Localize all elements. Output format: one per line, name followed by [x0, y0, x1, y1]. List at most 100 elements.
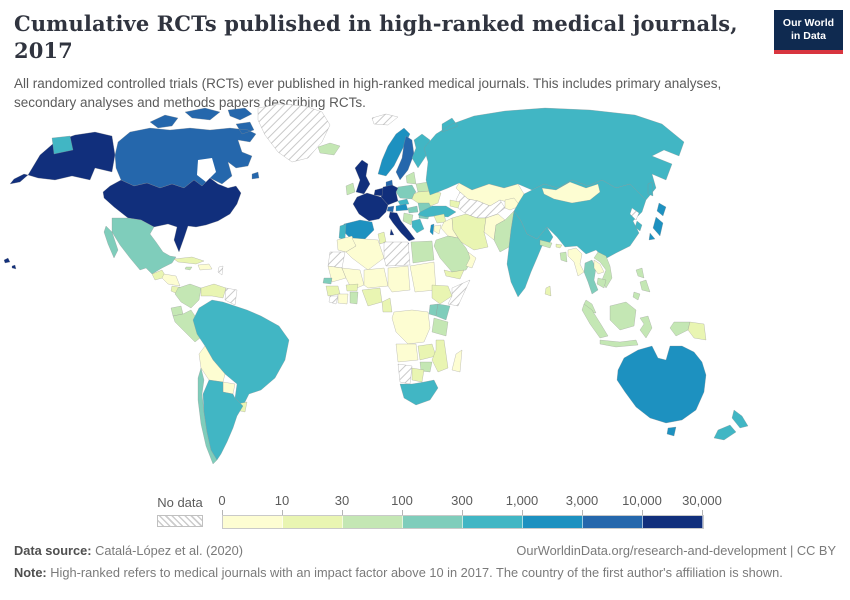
country-burkina-faso[interactable]	[345, 283, 359, 292]
country-yemen[interactable]	[443, 269, 465, 280]
legend-tick-mark	[222, 510, 223, 515]
country-sweden[interactable]	[395, 135, 415, 181]
country-united-states[interactable]	[3, 131, 116, 270]
country-portugal[interactable]	[338, 223, 347, 241]
country-china[interactable]	[513, 179, 647, 260]
country-south-korea[interactable]	[634, 220, 643, 232]
country-greenland[interactable]	[257, 103, 331, 163]
country-nigeria[interactable]	[361, 287, 383, 307]
country-baltics[interactable]	[405, 171, 417, 185]
country-colombia[interactable]	[174, 283, 202, 309]
country-czechia[interactable]	[397, 198, 410, 206]
country-myanmar[interactable]	[567, 247, 585, 277]
country-iceland[interactable]	[317, 142, 341, 156]
country-botswana[interactable]	[411, 367, 425, 383]
country-algeria[interactable]	[345, 237, 385, 271]
country-indonesia[interactable]	[581, 301, 691, 348]
country-canada[interactable]	[114, 107, 260, 189]
country-france[interactable]	[352, 192, 389, 222]
country-caucasus[interactable]	[449, 199, 461, 209]
country-finland[interactable]	[411, 133, 431, 169]
country-jordan[interactable]	[433, 224, 442, 235]
legend-bin-10-30[interactable]	[283, 516, 343, 528]
country-kenya[interactable]	[435, 303, 451, 321]
country-cambodia[interactable]	[596, 277, 607, 289]
country-oman[interactable]	[465, 251, 477, 269]
legend-tick-label-100: 100	[391, 493, 413, 508]
legend-bin-10,000-30,000[interactable]	[643, 516, 703, 528]
country-russia[interactable]	[423, 107, 685, 201]
country-benelux[interactable]	[373, 187, 384, 197]
country-south-africa[interactable]	[399, 379, 439, 406]
country-greece[interactable]	[411, 218, 425, 234]
country-tanzania[interactable]	[431, 317, 449, 337]
country-libya[interactable]	[383, 241, 411, 267]
country-austria[interactable]	[395, 203, 409, 212]
country-western-sahara[interactable]	[327, 251, 346, 269]
country-north-korea[interactable]	[629, 207, 640, 221]
country-lesser-antilles[interactable]	[217, 265, 224, 276]
country-namibia[interactable]	[397, 363, 413, 385]
country-cuba[interactable]	[173, 256, 205, 265]
legend-bin-300-1,000[interactable]	[463, 516, 523, 528]
country-philippines[interactable]	[632, 267, 651, 301]
country-mozambique[interactable]	[431, 339, 449, 373]
legend-bin-1,000-3,000[interactable]	[523, 516, 583, 528]
legend-bin-30-100[interactable]	[343, 516, 403, 528]
legend-bin-100-300[interactable]	[403, 516, 463, 528]
country-zimbabwe[interactable]	[419, 361, 433, 373]
country-new-zealand[interactable]	[713, 409, 749, 441]
country-cameroon[interactable]	[381, 297, 393, 313]
country-switzerland[interactable]	[386, 205, 395, 213]
country-mexico[interactable]	[103, 217, 177, 275]
country-turkey[interactable]	[417, 205, 457, 218]
legend-bin-3,000-10,000[interactable]	[583, 516, 643, 528]
country-somalia[interactable]	[447, 279, 471, 307]
country-angola[interactable]	[395, 343, 419, 363]
country-mali[interactable]	[341, 267, 365, 291]
country-iran[interactable]	[451, 213, 489, 251]
legend-tick-mark	[282, 510, 283, 515]
country-laos[interactable]	[593, 259, 605, 275]
country-ireland[interactable]	[345, 182, 356, 196]
note-value: High-ranked refers to medical journals w…	[46, 565, 783, 580]
owid-logo[interactable]: Our World in Data	[774, 10, 843, 54]
country-svalbard[interactable]	[371, 113, 399, 126]
country-senegal[interactable]	[322, 277, 333, 285]
country-bhutan[interactable]	[555, 243, 563, 249]
country-united-kingdom[interactable]	[354, 159, 371, 195]
country-venezuela[interactable]	[200, 283, 227, 299]
legend-bin-0-10[interactable]	[223, 516, 283, 528]
country-honduras-nicaragua[interactable]	[161, 273, 181, 287]
country-japan[interactable]	[648, 202, 667, 241]
country-drc[interactable]	[391, 309, 431, 345]
country-norway[interactable]	[377, 127, 411, 177]
country-niger[interactable]	[363, 267, 389, 289]
country-ghana[interactable]	[349, 291, 359, 305]
country-israel[interactable]	[429, 223, 435, 236]
country-ethiopia[interactable]	[431, 284, 453, 305]
country-russia-chukotka[interactable]	[51, 135, 74, 155]
country-balkans[interactable]	[402, 212, 414, 226]
country-nepal[interactable]	[539, 239, 553, 249]
country-liberia[interactable]	[328, 295, 339, 305]
country-mongolia[interactable]	[541, 181, 601, 204]
country-chad[interactable]	[387, 265, 411, 293]
country-usa-lower48[interactable]	[102, 177, 242, 253]
country-australia[interactable]	[616, 345, 707, 437]
country-hungary[interactable]	[407, 205, 419, 214]
owid-link[interactable]: OurWorldinData.org/research-and-developm…	[516, 543, 787, 558]
country-guyanas[interactable]	[224, 287, 238, 306]
country-sri-lanka[interactable]	[544, 285, 552, 297]
country-spain[interactable]	[341, 219, 375, 241]
no-data-swatch[interactable]	[157, 515, 203, 527]
country-argentina[interactable]	[202, 379, 244, 461]
country-bangladesh[interactable]	[559, 251, 568, 263]
country-jamaica[interactable]	[184, 266, 193, 271]
country-madagascar[interactable]	[451, 349, 463, 373]
country-ivory-coast[interactable]	[337, 293, 349, 305]
country-hispaniola[interactable]	[197, 263, 213, 271]
country-papua-new-guinea[interactable]	[687, 321, 707, 341]
legend-tick-mark	[522, 510, 523, 515]
country-egypt[interactable]	[410, 240, 435, 264]
